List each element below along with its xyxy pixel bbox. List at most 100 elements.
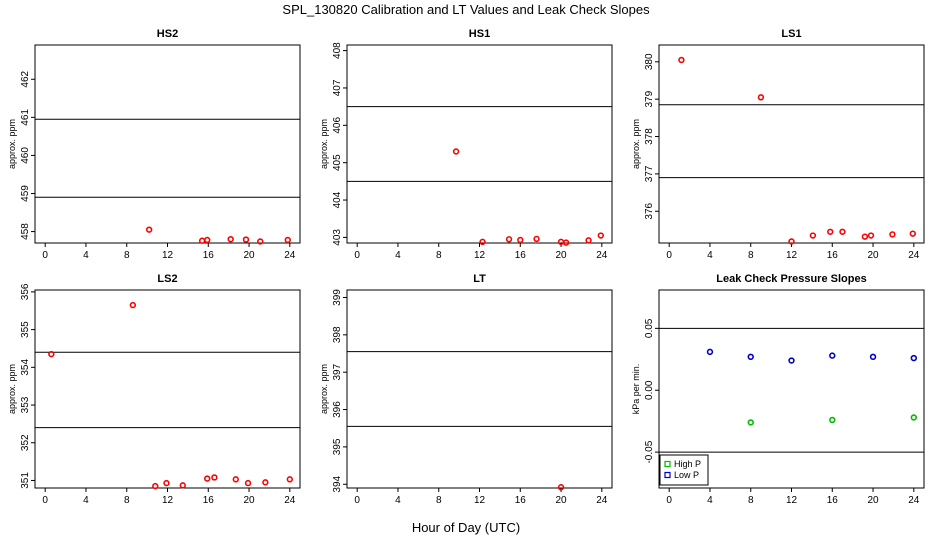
data-point (204, 475, 211, 482)
x-tick-label: 8 (436, 250, 442, 261)
data-point (678, 56, 685, 64)
y-tick-label: 351 (20, 472, 31, 489)
y-tick-label: 407 (332, 79, 343, 96)
data-point (809, 232, 817, 239)
panel-6: Leak Check Pressure Slopes 0 4 8 12 16 20 24 -0.… (631, 273, 925, 506)
panel-4: LS2 0 4 8 12 16 20 24 351 352 353 354 355 356 approx. … (7, 273, 301, 506)
x-tick-label: 20 (243, 250, 255, 261)
panel-title: Leak Check Pressure Slopes (716, 273, 866, 285)
y-tick-label: 408 (332, 42, 343, 59)
x-tick-label: 24 (908, 495, 920, 506)
data-point (747, 419, 754, 426)
y-axis-label: approx. ppm (319, 364, 329, 414)
data-point (244, 479, 252, 487)
x-tick-label: 8 (124, 495, 130, 506)
data-point (910, 414, 918, 421)
x-tick-label: 4 (395, 495, 401, 506)
data-point (889, 231, 896, 238)
panel-2: HS1 0 4 8 12 16 20 24 403 404 405 406 407 408 approx. … (319, 28, 613, 261)
data-point (747, 353, 754, 361)
data-point (129, 301, 137, 309)
x-tick-label: 0 (42, 495, 48, 506)
legend-label: Low P (674, 470, 699, 480)
y-tick-label: 354 (20, 359, 31, 376)
data-point (262, 479, 269, 486)
data-point (562, 239, 570, 246)
data-point (706, 348, 714, 356)
legend-marker (664, 471, 671, 479)
data-point (204, 236, 211, 244)
x-tick-label: 24 (596, 495, 608, 506)
y-tick-label: 396 (332, 401, 343, 418)
x-tick-label: 20 (867, 495, 879, 506)
x-tick-label: 16 (515, 495, 527, 506)
y-axis-label: approx. ppm (7, 364, 17, 414)
x-tick-label: 4 (707, 495, 713, 506)
data-point (257, 238, 264, 245)
x-tick-label: 0 (666, 495, 672, 506)
x-tick-label: 20 (867, 250, 879, 261)
y-tick-label: 378 (644, 128, 655, 145)
x-tick-label: 20 (555, 495, 567, 506)
y-tick-label: 461 (20, 109, 31, 126)
y-tick-label: 376 (644, 202, 655, 219)
y-axis-label: kPa per min. (631, 364, 641, 415)
y-tick-label: 394 (332, 475, 343, 492)
panel-title: LS1 (781, 28, 801, 40)
y-tick-label: 458 (20, 223, 31, 240)
y-tick-label: 403 (332, 229, 343, 246)
x-tick-label: 16 (827, 495, 839, 506)
x-tick-label: 0 (666, 250, 672, 261)
y-tick-label: 460 (20, 147, 31, 164)
data-point (557, 484, 565, 491)
y-tick-label: 353 (20, 396, 31, 413)
y-tick-label: -0.05 (644, 440, 655, 463)
y-tick-label: 406 (332, 117, 343, 134)
data-point (145, 226, 153, 233)
x-tick-label: 16 (203, 495, 215, 506)
y-tick-label: 399 (332, 289, 343, 306)
data-point (232, 476, 239, 483)
data-point (829, 352, 836, 359)
y-tick-label: 380 (644, 53, 655, 70)
y-axis-label: approx. ppm (7, 119, 17, 169)
panel-3: LS1 0 4 8 12 16 20 24 376 377 378 379 380 approx. ppm (631, 28, 925, 261)
x-tick-label: 4 (707, 250, 713, 261)
y-tick-label: 352 (20, 434, 31, 451)
x-tick-label: 8 (748, 495, 754, 506)
x-tick-label: 8 (436, 495, 442, 506)
data-point (479, 238, 486, 246)
data-point (163, 479, 170, 487)
y-tick-label: 462 (20, 70, 31, 87)
x-tick-label: 8 (124, 250, 130, 261)
data-point (242, 236, 250, 243)
y-tick-label: 377 (644, 165, 655, 182)
panel-title: LT (473, 273, 486, 285)
data-point (597, 232, 604, 239)
x-tick-label: 24 (284, 495, 296, 506)
x-tick-label: 4 (83, 250, 89, 261)
y-tick-label: 398 (332, 326, 343, 343)
legend-marker (664, 460, 671, 468)
y-tick-label: 459 (20, 185, 31, 202)
x-tick-label: 12 (162, 250, 174, 261)
data-point (839, 228, 846, 235)
x-tick-label: 0 (42, 250, 48, 261)
data-point (179, 482, 186, 489)
x-tick-label: 12 (474, 495, 486, 506)
legend-box (659, 454, 709, 486)
legend-label: High P (674, 459, 701, 469)
data-point (284, 236, 291, 244)
x-tick-label: 0 (354, 495, 360, 506)
data-point (152, 482, 159, 490)
panel-title: HS2 (157, 28, 178, 40)
x-tick-label: 20 (555, 250, 567, 261)
x-tick-label: 4 (395, 250, 401, 261)
data-point (869, 353, 877, 361)
data-point (452, 148, 460, 155)
x-tick-label: 12 (786, 250, 798, 261)
x-axis-label: Hour of Day (UTC) (412, 520, 520, 535)
y-tick-label: 0.05 (644, 318, 655, 338)
